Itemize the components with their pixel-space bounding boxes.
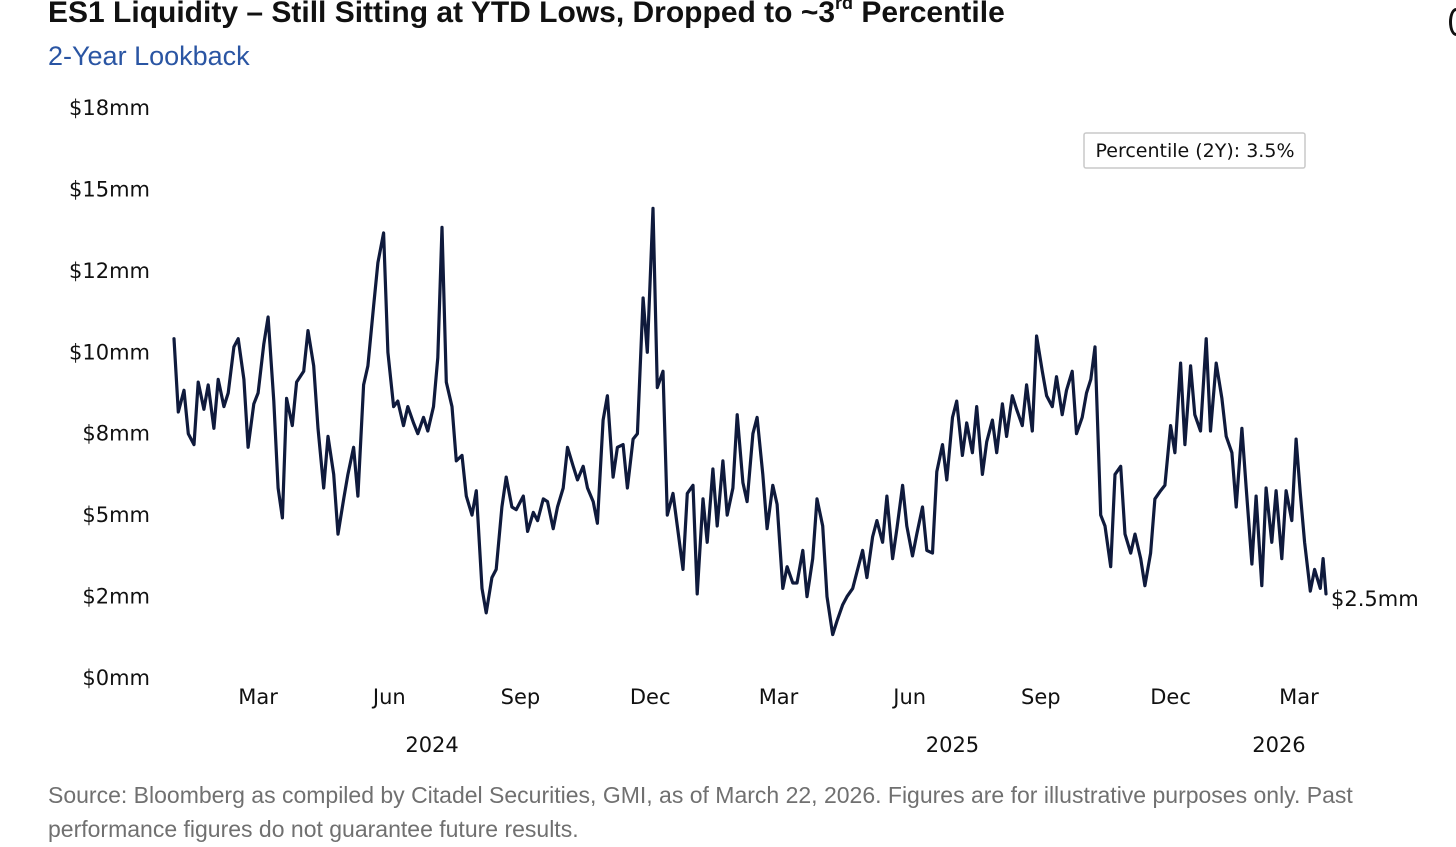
line-chart: $0mm $2mm $5mm $8mm $10mm $12mm $15mm $18mm Mar… — [69, 96, 1419, 757]
chart-subtitle: 2-Year Lookback — [48, 41, 250, 71]
y-tick-label: $0mm — [82, 666, 150, 690]
y-tick-label: $15mm — [69, 177, 150, 201]
annotation-box — [1083, 132, 1306, 169]
x-tick-label: Mar — [1279, 685, 1319, 709]
source-note: Source: Bloomberg as compiled by Citadel… — [48, 782, 1353, 842]
x-year-label: 2024 — [405, 733, 458, 757]
y-tick-label: $2mm — [82, 585, 150, 609]
x-tick-label: Mar — [759, 685, 799, 709]
last-value-label: $2.5mm — [1331, 587, 1419, 611]
x-tick-label: Sep — [1021, 685, 1061, 709]
y-tick-label: $5mm — [82, 503, 150, 527]
y-tick-label: $12mm — [69, 259, 150, 283]
x-year-label: 2026 — [1252, 733, 1305, 757]
x-tick-label: Dec — [1150, 685, 1191, 709]
x-year-label: 2025 — [926, 733, 979, 757]
y-tick-label: $10mm — [69, 340, 150, 364]
x-tick-label: Mar — [238, 685, 278, 709]
chart-title-main: ES1 Liquidity – Still Sitting at YTD Low… — [48, 0, 836, 29]
percentile-annotation: Percentile (2Y): 3.5% — [1083, 132, 1306, 169]
y-tick-label: $8mm — [82, 422, 150, 446]
annotation-text: Percentile (2Y): 3.5% — [1095, 140, 1294, 162]
chart-title-superscript: rd — [835, 0, 854, 13]
y-axis: $0mm $2mm $5mm $8mm $10mm $12mm $15mm $18mm — [69, 96, 150, 690]
series-line-es1-liquidity — [172, 206, 1328, 637]
chart-title: ES1 Liquidity – Still Sitting at YTD Low… — [48, 0, 1005, 30]
y-tick-label: $18mm — [69, 96, 150, 120]
edge-circle-icon — [1449, 8, 1456, 36]
x-tick-label: Sep — [501, 685, 541, 709]
chart-title-end: Percentile — [853, 0, 1005, 29]
x-tick-label: Jun — [891, 685, 926, 709]
x-tick-label: Dec — [630, 685, 671, 709]
x-tick-label: Jun — [371, 685, 406, 709]
x-axis: Mar Jun Sep Dec Mar Jun Sep Dec Mar 2024 2025 2026 — [238, 685, 1319, 757]
